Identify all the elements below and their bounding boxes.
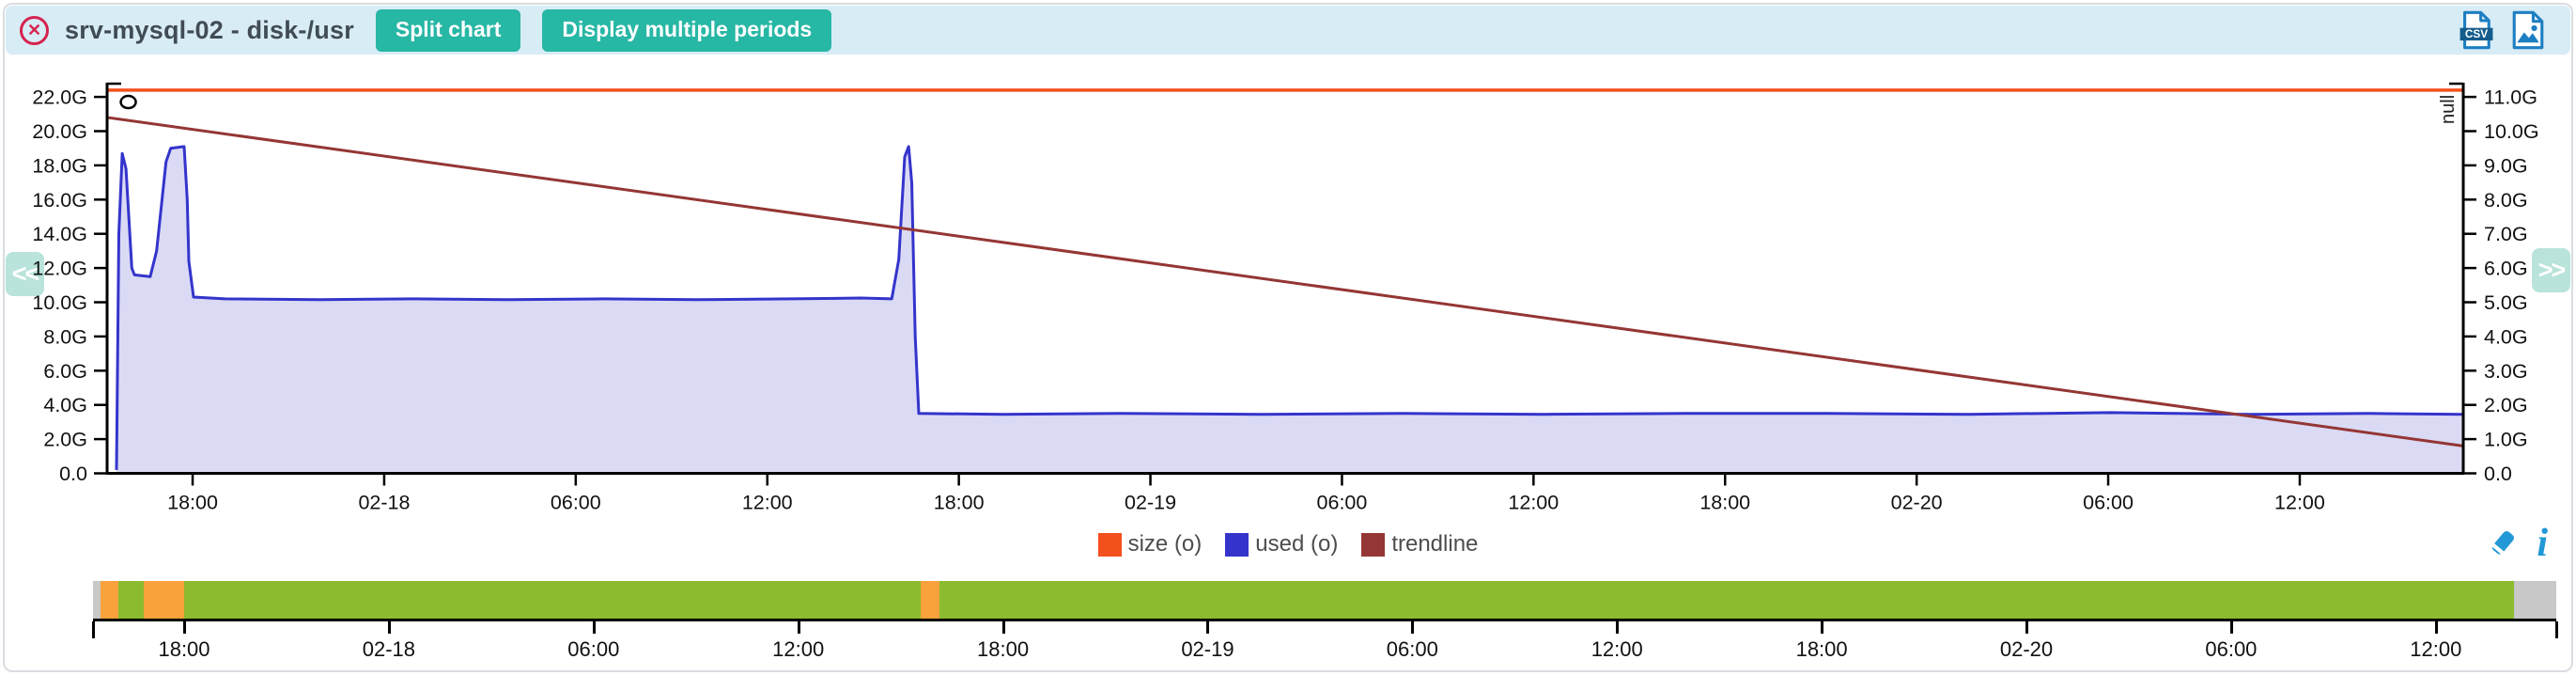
eraser-icon[interactable]	[2485, 526, 2519, 560]
legend-label: used (o)	[1255, 531, 1339, 557]
split-chart-button[interactable]: Split chart	[375, 8, 521, 52]
minimap-segment	[920, 581, 940, 619]
minimap-tick	[2025, 621, 2028, 634]
minimap-tick	[592, 621, 596, 634]
legend-item-used-o[interactable]: used (o)	[1225, 531, 1338, 557]
minimap-tick	[1411, 621, 1415, 634]
minimap-segment	[101, 581, 118, 619]
export-icons: CSV	[2459, 10, 2546, 50]
legend-label: trendline	[1391, 531, 1479, 557]
minimap-segment	[118, 581, 144, 619]
svg-text:CSV: CSV	[2465, 27, 2488, 40]
minimap-tick-label: 18:00	[977, 637, 1030, 661]
legend-swatch	[1097, 532, 1122, 557]
minimap-tick	[1821, 621, 1824, 634]
legend-swatch	[1225, 532, 1249, 557]
minimap-tick-label: 06:00	[2205, 637, 2258, 661]
minimap-tick	[387, 621, 391, 634]
minimap-segment	[2514, 581, 2556, 619]
minimap-tick	[2555, 621, 2558, 638]
minimap-tick	[1206, 621, 1210, 634]
image-export-icon[interactable]	[2510, 10, 2546, 50]
minimap-tick-label: 12:00	[1591, 637, 1643, 661]
timeline-minimap: 18:00 02-18 06:00 12:00 18:00 02-19 06:00 12:00…	[92, 581, 2558, 666]
minimap-tick	[2229, 621, 2233, 634]
chart-tools: i	[2485, 521, 2548, 566]
minimap-tick-label: 12:00	[2410, 637, 2462, 661]
minimap-tick-label: 18:00	[158, 637, 210, 661]
legend-item-trendline[interactable]: trendline	[1361, 531, 1478, 557]
minimap-tick-label: 12:00	[772, 637, 825, 661]
csv-export-icon[interactable]: CSV	[2459, 10, 2494, 50]
minimap-tick-label: 18:00	[1795, 637, 1848, 661]
chart-card	[3, 3, 2573, 672]
minimap-tick-label: 02-18	[362, 637, 416, 661]
minimap-tick-label: 06:00	[1386, 637, 1438, 661]
display-multiple-periods-button[interactable]: Display multiple periods	[542, 8, 832, 52]
minimap-tick-label: 02-20	[1999, 637, 2054, 661]
previous-period-button[interactable]: <<	[6, 252, 44, 296]
legend-swatch	[1361, 532, 1386, 557]
close-icon: ✕	[26, 20, 42, 39]
availability-bar[interactable]	[93, 581, 2556, 619]
minimap-segment	[93, 581, 101, 619]
minimap-tick	[1001, 621, 1005, 634]
minimap-tick	[797, 621, 800, 634]
chart-legend: size (o) used (o) trendline	[0, 523, 2576, 566]
chevron-right-icon: >>	[2537, 256, 2567, 284]
close-button[interactable]: ✕	[20, 15, 49, 45]
minimap-segment	[144, 581, 184, 619]
info-icon[interactable]: i	[2537, 522, 2548, 565]
chevron-left-icon: <<	[11, 259, 40, 288]
minimap-segment	[939, 581, 2515, 619]
next-period-button[interactable]: >>	[2532, 248, 2570, 292]
minimap-tick-label: 06:00	[567, 637, 620, 661]
minimap-axis	[93, 619, 2556, 621]
minimap-tick	[2434, 621, 2438, 634]
legend-item-size-o[interactable]: size (o)	[1097, 531, 1203, 557]
legend-label: size (o)	[1127, 531, 1203, 557]
chart-title: srv-mysql-02 - disk-/usr	[65, 15, 354, 44]
chart-header: ✕ srv-mysql-02 - disk-/usr Split chart D…	[6, 6, 2570, 55]
minimap-tick	[92, 621, 95, 638]
minimap-segment	[184, 581, 921, 619]
minimap-tick-label: 02-19	[1181, 637, 1234, 661]
minimap-tick	[183, 621, 186, 634]
minimap-tick	[1616, 621, 1620, 634]
